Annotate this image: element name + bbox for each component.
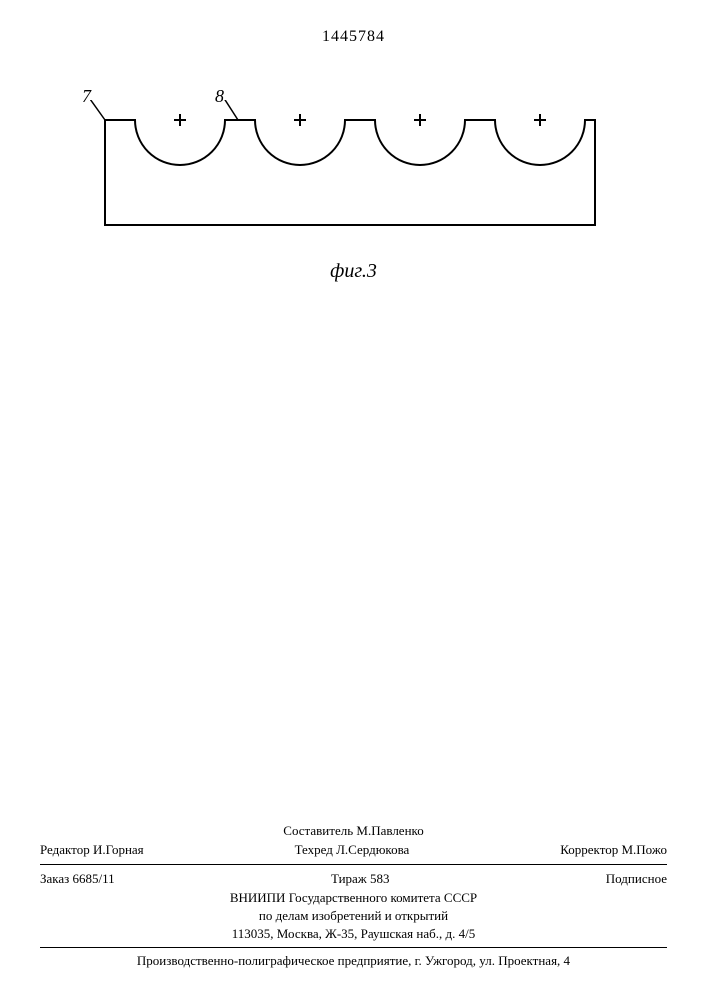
footer-address2: Производственно-полиграфическое предприя… [40,952,667,970]
footer-compiler: Составитель М.Павленко [40,822,667,840]
figure-3 [90,100,610,260]
leader-line [90,100,105,120]
footer-techred: Техред Л.Сердюкова [295,842,410,858]
document-number: 1445784 [0,28,707,46]
footer-order: Заказ 6685/11 [40,871,115,887]
center-mark [534,114,546,126]
footer-block: Составитель М.Павленко Редактор И.Горная… [40,822,667,970]
footer-rule-1 [40,864,667,865]
figure-svg [90,100,610,240]
footer-subscription: Подписное [606,871,667,887]
figure-caption: фиг.3 [0,260,707,283]
footer-corrector: Корректор М.Пожо [560,842,667,858]
footer-org1: ВНИИПИ Государственного комитета СССР [40,889,667,907]
page: 1445784 7 8 фиг.3 Составитель М.Павленко… [0,0,707,1000]
leader-line [220,100,238,120]
center-mark [294,114,306,126]
footer-editor: Редактор И.Горная [40,842,144,858]
footer-address1: 113035, Москва, Ж-35, Раушская наб., д. … [40,925,667,943]
footer-org2: по делам изобретений и открытий [40,907,667,925]
footer-rule-2 [40,947,667,948]
footer-order-row: Заказ 6685/11 Тираж 583 Подписное [40,869,667,889]
footer-credits-row: Редактор И.Горная Техред Л.Сердюкова Кор… [40,840,667,860]
center-mark [174,114,186,126]
center-mark [414,114,426,126]
footer-tirazh: Тираж 583 [331,871,390,887]
profile-outline [105,120,595,225]
